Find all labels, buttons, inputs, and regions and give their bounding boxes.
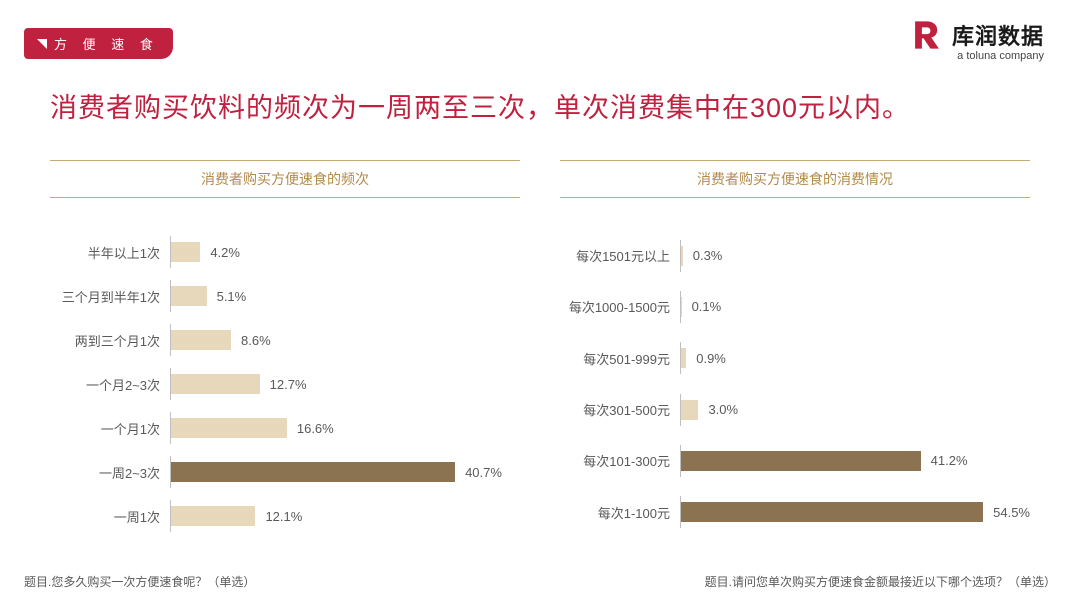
chart-row: 两到三个月1次 8.6%	[50, 324, 520, 356]
chart-left-title: 消费者购买方便速食的频次	[50, 169, 520, 189]
arrow-icon	[36, 38, 48, 50]
chart-value-label: 5.1%	[217, 289, 247, 304]
chart-bar-zone: 0.3%	[681, 246, 1030, 266]
chart-bar	[171, 286, 207, 306]
chart-value-label: 0.1%	[692, 299, 722, 314]
chart-row: 每次1000-1500元 0.1%	[560, 291, 1030, 323]
brand-logo-icon	[910, 18, 944, 52]
chart-bar-zone: 4.2%	[171, 242, 520, 262]
chart-bar	[171, 506, 255, 526]
chart-row: 每次1501元以上 0.3%	[560, 240, 1030, 272]
chart-value-label: 12.1%	[265, 509, 302, 524]
chart-row-label: 每次1-100元	[560, 503, 680, 522]
brand-logo: 库润数据	[910, 18, 1044, 52]
brand-logo-text: 库润数据	[952, 19, 1044, 51]
chart-bar	[171, 418, 287, 438]
chart-bar	[681, 502, 983, 522]
chart-bar	[681, 400, 698, 420]
chart-bar	[171, 330, 231, 350]
chart-row: 每次101-300元 41.2%	[560, 445, 1030, 477]
chart-right-rows: 每次1501元以上 0.3% 每次1000-1500元 0.1% 每次501-999元 0…	[560, 226, 1030, 548]
chart-row-label: 每次1501元以上	[560, 246, 680, 265]
chart-row-label: 每次101-300元	[560, 451, 680, 470]
footer-left: 题目.您多久购买一次方便速食呢？（单选）	[24, 573, 255, 590]
chart-bar-zone: 54.5%	[681, 502, 1030, 522]
chart-row: 每次301-500元 3.0%	[560, 394, 1030, 426]
chart-bar-zone: 3.0%	[681, 400, 1030, 420]
chart-bar	[681, 348, 686, 368]
chart-row: 一个月2~3次 12.7%	[50, 368, 520, 400]
chart-row-label: 一个月1次	[50, 419, 170, 438]
chart-row: 每次1-100元 54.5%	[560, 496, 1030, 528]
chart-row: 一周1次 12.1%	[50, 500, 520, 532]
chart-bar-zone: 41.2%	[681, 451, 1030, 471]
footer: 题目.您多久购买一次方便速食呢？（单选） 题目.请问您单次购买方便速食金额最接近…	[24, 573, 1056, 590]
chart-value-label: 12.7%	[270, 377, 307, 392]
chart-bar	[171, 242, 200, 262]
chart-row-label: 半年以上1次	[50, 243, 170, 262]
chart-row-label: 一个月2~3次	[50, 375, 170, 394]
chart-bar-zone: 12.7%	[171, 374, 520, 394]
chart-row: 半年以上1次 4.2%	[50, 236, 520, 268]
chart-left: 消费者购买方便速食的频次 半年以上1次 4.2% 三个月到半年1次 5.1% 两到三个月…	[50, 160, 520, 548]
chart-bar	[681, 451, 921, 471]
chart-bar-zone: 16.6%	[171, 418, 520, 438]
chart-value-label: 41.2%	[931, 453, 968, 468]
chart-row-label: 每次1000-1500元	[560, 297, 680, 316]
footer-right: 题目.请问您单次购买方便速食金额最接近以下哪个选项？（单选）	[705, 573, 1056, 590]
chart-bar-zone: 12.1%	[171, 506, 520, 526]
chart-value-label: 54.5%	[993, 505, 1030, 520]
chart-row-label: 一周1次	[50, 507, 170, 526]
chart-right-title-wrap: 消费者购买方便速食的消费情况	[560, 160, 1030, 198]
category-tag-label: 方 便 速 食	[54, 34, 159, 53]
chart-bar-zone: 0.9%	[681, 348, 1030, 368]
chart-value-label: 16.6%	[297, 421, 334, 436]
charts-area: 消费者购买方便速食的频次 半年以上1次 4.2% 三个月到半年1次 5.1% 两到三个月…	[50, 160, 1030, 548]
chart-bar	[171, 374, 260, 394]
chart-value-label: 3.0%	[708, 402, 738, 417]
chart-value-label: 40.7%	[465, 465, 502, 480]
chart-right-title: 消费者购买方便速食的消费情况	[560, 169, 1030, 189]
chart-right: 消费者购买方便速食的消费情况 每次1501元以上 0.3% 每次1000-1500元…	[560, 160, 1030, 548]
chart-bar-zone: 8.6%	[171, 330, 520, 350]
headline: 消费者购买饮料的频次为一周两至三次，单次消费集中在300元以内。	[50, 86, 1030, 125]
slide: 方 便 速 食 库润数据 a toluna company 消费者购买饮料的频次…	[0, 0, 1080, 608]
chart-left-title-wrap: 消费者购买方便速食的频次	[50, 160, 520, 198]
chart-row-label: 三个月到半年1次	[50, 287, 170, 306]
chart-value-label: 0.9%	[696, 351, 726, 366]
chart-bar-zone: 5.1%	[171, 286, 520, 306]
chart-row: 三个月到半年1次 5.1%	[50, 280, 520, 312]
chart-row: 一周2~3次 40.7%	[50, 456, 520, 488]
chart-row-label: 两到三个月1次	[50, 331, 170, 350]
chart-value-label: 0.3%	[693, 248, 723, 263]
chart-row-label: 每次301-500元	[560, 400, 680, 419]
chart-row: 每次501-999元 0.9%	[560, 342, 1030, 374]
chart-bar-zone: 40.7%	[171, 462, 520, 482]
chart-value-label: 8.6%	[241, 333, 271, 348]
chart-row-label: 每次501-999元	[560, 349, 680, 368]
chart-bar	[681, 246, 683, 266]
category-tag: 方 便 速 食	[24, 28, 173, 59]
chart-row: 一个月1次 16.6%	[50, 412, 520, 444]
chart-bar	[681, 297, 682, 317]
chart-bar	[171, 462, 455, 482]
brand-logo-sub: a toluna company	[957, 50, 1044, 62]
chart-row-label: 一周2~3次	[50, 463, 170, 482]
chart-left-rows: 半年以上1次 4.2% 三个月到半年1次 5.1% 两到三个月1次 8.6% 一个月2~3次…	[50, 226, 520, 548]
chart-value-label: 4.2%	[210, 245, 240, 260]
chart-bar-zone: 0.1%	[681, 297, 1030, 317]
